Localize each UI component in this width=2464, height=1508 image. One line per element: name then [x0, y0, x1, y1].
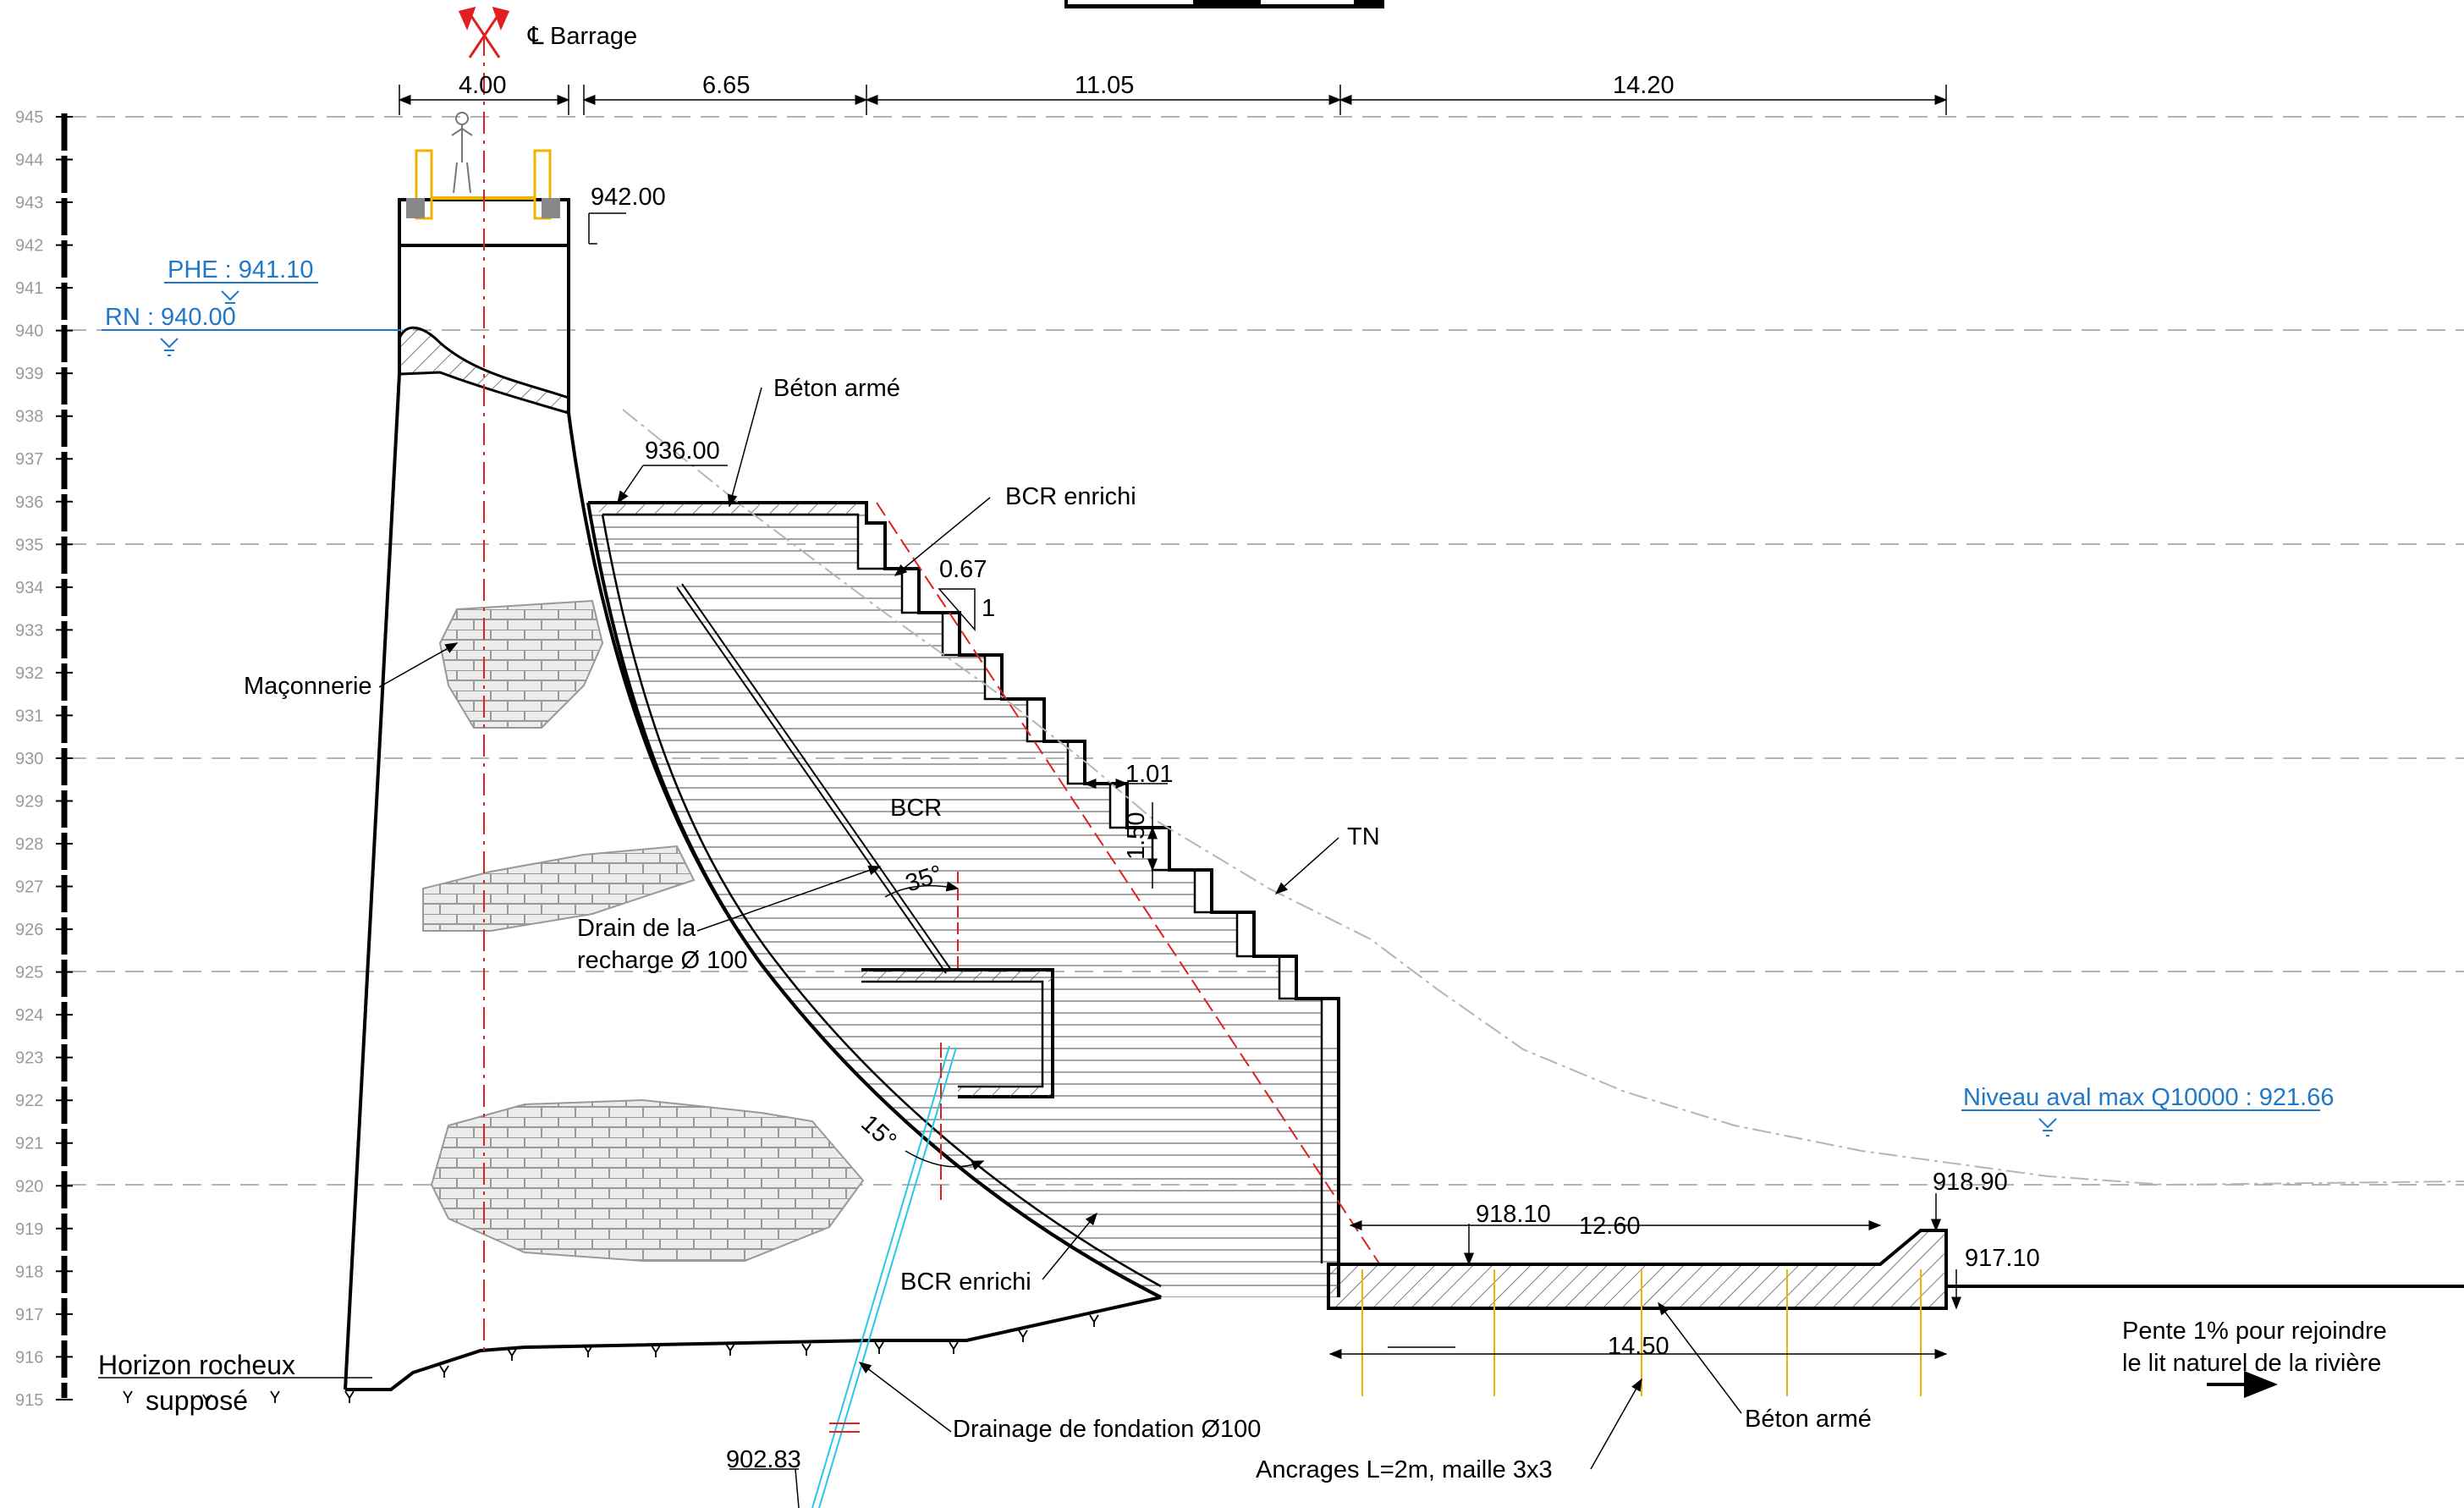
label-horizon-line2: supposé	[146, 1385, 248, 1416]
elevation-tick-label: 919	[15, 1220, 43, 1239]
elev-drain-bottom: 902.83	[726, 1446, 801, 1473]
masonry-areas	[422, 599, 865, 1262]
label-horizon-line1: Horizon rocheux	[98, 1350, 295, 1380]
label-maconnerie: Maçonnerie	[244, 673, 372, 700]
elevation-tick-label: 931	[15, 707, 43, 725]
label-pente-line2: le lit naturel de la rivière	[2122, 1350, 2381, 1377]
label-tn: TN	[1347, 823, 1380, 850]
leaders	[98, 212, 1742, 1508]
elevation-tick-label: 915	[15, 1391, 43, 1410]
bcr-stepped-body	[586, 501, 1340, 1299]
elevation-tick-label: 934	[15, 579, 43, 597]
elev-basin-end: 918.90	[1933, 1169, 2008, 1196]
label-bcr-enrichi-bottom: BCR enrichi	[900, 1269, 1031, 1296]
elev-basin-floor: 918.10	[1476, 1201, 1551, 1228]
step-height: 1.50	[1123, 812, 1150, 860]
elevation-tick-label: 932	[15, 664, 43, 683]
axis-label: Barrage	[550, 23, 637, 50]
label-drain-line2: recharge Ø 100	[577, 947, 748, 974]
top-dimension-lines	[398, 85, 1948, 115]
elevation-tick-label: 924	[15, 1006, 43, 1025]
label-drain-line1: Drain de la	[577, 915, 696, 942]
foundation-drain	[811, 1043, 957, 1508]
water-level-phe: PHE : 941.10	[168, 256, 314, 283]
dim-d3: 14.20	[1613, 72, 1675, 99]
axis-flag-icon	[458, 6, 510, 58]
label-drainage-fondation: Drainage de fondation Ø100	[953, 1416, 1261, 1443]
water-levels	[102, 282, 2320, 1137]
label-ancrages: Ancrages L=2m, maille 3x3	[1256, 1456, 1553, 1483]
axis-symbol: ℄	[527, 23, 544, 50]
person-icon	[451, 112, 473, 194]
elevation-tick-label: 945	[15, 108, 43, 127]
elevation-tick-label: 925	[15, 964, 43, 982]
label-beton-arme-top: Béton armé	[773, 375, 900, 402]
label-pente-line1: Pente 1% pour rejoindre	[2122, 1318, 2387, 1345]
elev-crest: 942.00	[591, 184, 666, 211]
elevation-tick-label: 944	[15, 151, 43, 170]
elevation-tick-label: 935	[15, 536, 43, 554]
elevation-tick-label: 929	[15, 792, 43, 811]
label-bcr: BCR	[890, 795, 942, 822]
dim-d1: 6.65	[702, 72, 750, 99]
elevation-tick-label: 917	[15, 1306, 43, 1324]
dam-axis	[458, 6, 510, 1354]
elevation-tick-label: 922	[15, 1092, 43, 1110]
basin-length: 12.60	[1579, 1213, 1641, 1240]
elevation-tick-label: 933	[15, 621, 43, 640]
scale-bar	[1064, 0, 1384, 8]
elevation-scale: 945 944 943 942 941 940 939 938 937 936 935 934 933 9…	[15, 108, 73, 1410]
basin-total: 14.50	[1608, 1333, 1669, 1360]
elev-outlet: 917.10	[1965, 1245, 2040, 1272]
water-level-rn: RN : 940.00	[105, 304, 236, 331]
elevation-tick-label: 921	[15, 1135, 43, 1153]
elevation-tick-label: 940	[15, 322, 43, 341]
step-width: 1.01	[1125, 761, 1173, 788]
elevation-tick-label: 942	[15, 237, 43, 256]
elevation-tick-label: 936	[15, 493, 43, 512]
label-bcr-enrichi-top: BCR enrichi	[1005, 483, 1136, 510]
step-dims	[1083, 779, 1168, 889]
elevation-tick-label: 916	[15, 1348, 43, 1367]
slope-h: 0.67	[939, 556, 987, 583]
basin-dims	[1328, 1193, 2278, 1398]
elevation-tick-label: 941	[15, 279, 43, 298]
elevation-tick-label: 930	[15, 750, 43, 768]
stilling-basin	[1327, 1229, 2464, 1396]
water-level-downstream: Niveau aval max Q10000 : 921.66	[1963, 1084, 2335, 1111]
dim-crest-width: 4.00	[459, 72, 506, 99]
elev-berm: 936.00	[645, 438, 720, 465]
downstream-slope-line	[876, 502, 1382, 1267]
angle-arcs	[884, 872, 985, 1170]
elevation-tick-label: 943	[15, 194, 43, 212]
elevation-tick-label: 923	[15, 1049, 43, 1068]
terrain-line	[622, 409, 2464, 1186]
elevation-tick-label: 927	[15, 878, 43, 897]
dim-d2: 11.05	[1075, 72, 1134, 99]
elevation-tick-label: 918	[15, 1263, 43, 1281]
elevation-tick-label: 938	[15, 408, 43, 427]
elevation-tick-label: 939	[15, 365, 43, 383]
elevation-tick-label: 926	[15, 921, 43, 939]
rock-horizon-marks	[123, 1314, 1099, 1406]
angle-foundation: 15°	[855, 1109, 901, 1154]
label-beton-arme-bottom: Béton armé	[1745, 1406, 1872, 1433]
elevation-tick-label: 937	[15, 450, 43, 469]
elevation-tick-label: 920	[15, 1177, 43, 1196]
slope-v: 1	[982, 595, 995, 622]
elevation-tick-label: 928	[15, 835, 43, 854]
